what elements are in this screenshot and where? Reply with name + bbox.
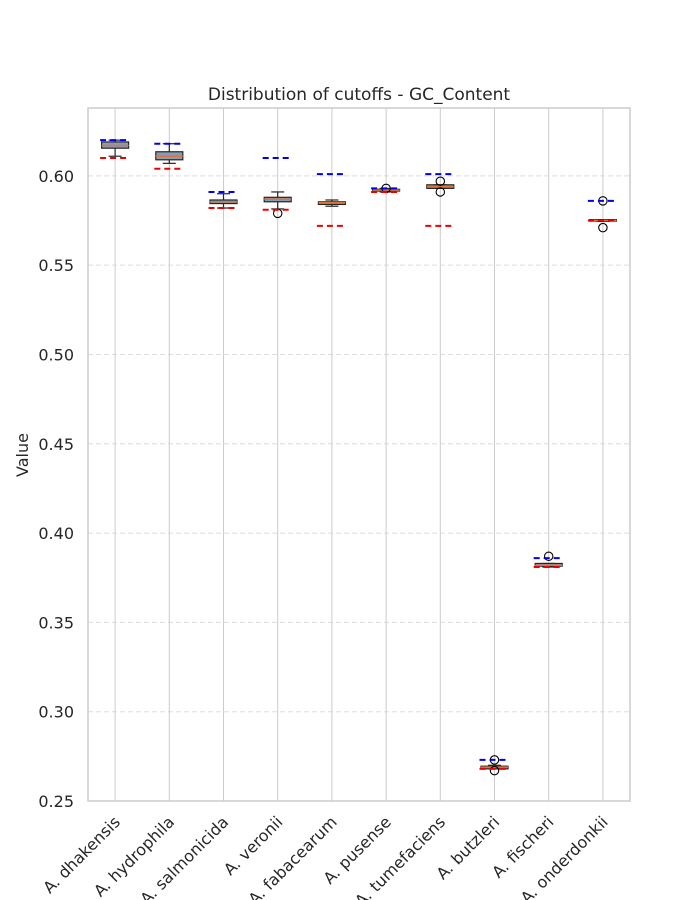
outlier-point bbox=[435, 187, 446, 197]
outlier-point bbox=[435, 176, 446, 186]
y-axis-label: Value bbox=[13, 433, 32, 477]
y-tick-label: 0.25 bbox=[38, 792, 74, 811]
y-tick-label: 0.40 bbox=[38, 524, 74, 543]
outlier-point bbox=[598, 222, 608, 233]
y-tick-label: 0.55 bbox=[38, 256, 74, 275]
x-tick-label: A. tumefaciens bbox=[351, 812, 449, 900]
y-tick-label: 0.30 bbox=[38, 703, 74, 722]
y-tick-label: 0.45 bbox=[38, 435, 74, 454]
plot-frame bbox=[87, 107, 631, 802]
y-tick-label: 0.60 bbox=[38, 167, 74, 186]
outlier-point bbox=[489, 765, 500, 776]
chart-title: Distribution of cutoffs - GC_Content bbox=[208, 85, 511, 105]
plot-area: 0.250.300.350.400.450.500.550.60A. dhake… bbox=[38, 107, 631, 900]
outlier-point bbox=[543, 551, 554, 562]
y-tick-label: 0.50 bbox=[38, 345, 74, 364]
y-tick-label: 0.35 bbox=[38, 613, 74, 632]
